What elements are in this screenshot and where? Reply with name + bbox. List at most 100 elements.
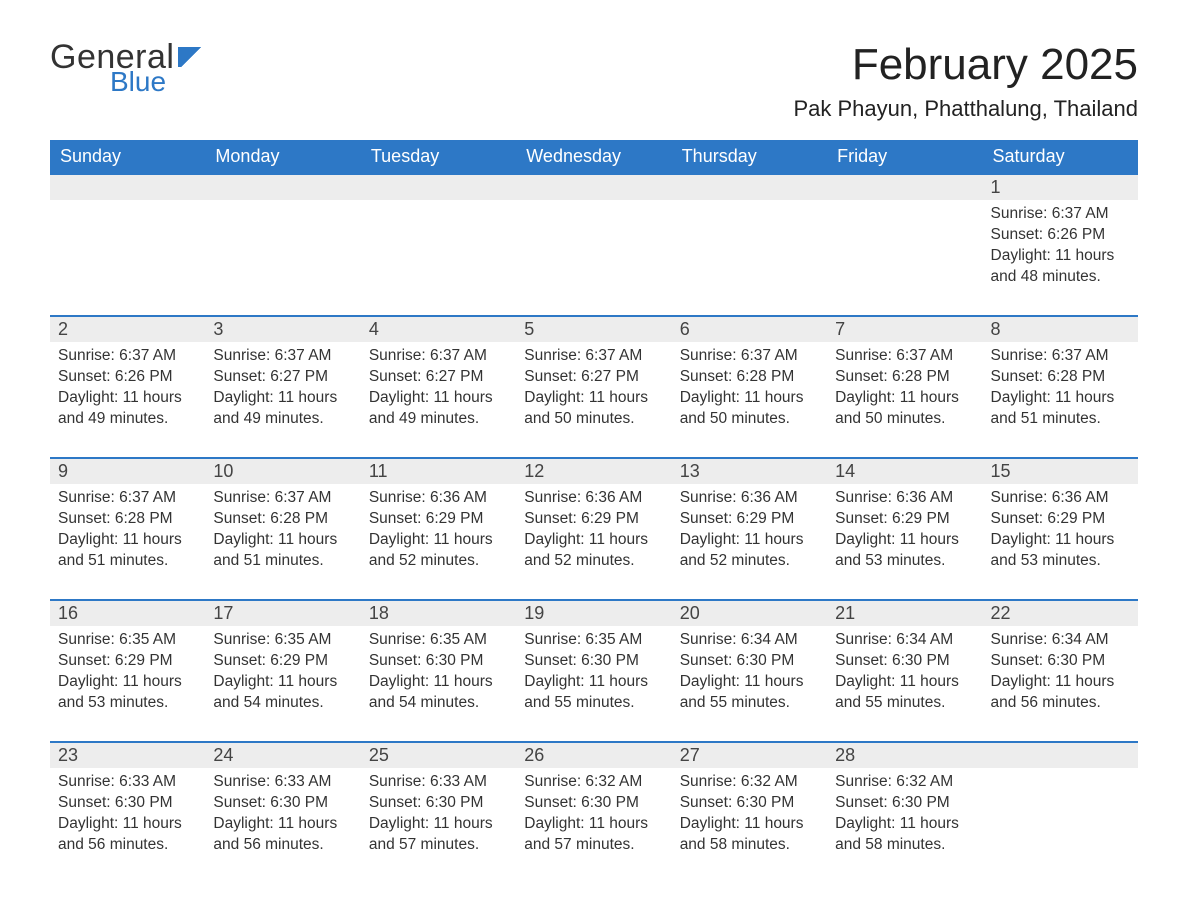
sunset-line: Sunset: 6:28 PM xyxy=(680,367,819,388)
day-number-empty xyxy=(205,175,360,200)
day-cell: 11Sunrise: 6:36 AMSunset: 6:29 PMDayligh… xyxy=(361,458,516,600)
sunset-line: Sunset: 6:28 PM xyxy=(213,509,352,530)
daylight-line: Daylight: 11 hours and 51 minutes. xyxy=(991,388,1130,430)
sunset-line: Sunset: 6:30 PM xyxy=(991,651,1130,672)
day-number: 7 xyxy=(827,317,982,342)
day-cell: 26Sunrise: 6:32 AMSunset: 6:30 PMDayligh… xyxy=(516,742,671,884)
day-cell: 15Sunrise: 6:36 AMSunset: 6:29 PMDayligh… xyxy=(983,458,1138,600)
column-header: Monday xyxy=(205,140,360,174)
daylight-line: Daylight: 11 hours and 58 minutes. xyxy=(835,814,974,856)
day-content: Sunrise: 6:35 AMSunset: 6:29 PMDaylight:… xyxy=(50,626,205,722)
sunset-line: Sunset: 6:29 PM xyxy=(369,509,508,530)
sunrise-line: Sunrise: 6:35 AM xyxy=(58,630,197,651)
column-header: Tuesday xyxy=(361,140,516,174)
day-cell: 23Sunrise: 6:33 AMSunset: 6:30 PMDayligh… xyxy=(50,742,205,884)
day-cell: 20Sunrise: 6:34 AMSunset: 6:30 PMDayligh… xyxy=(672,600,827,742)
day-cell: 17Sunrise: 6:35 AMSunset: 6:29 PMDayligh… xyxy=(205,600,360,742)
day-content: Sunrise: 6:36 AMSunset: 6:29 PMDaylight:… xyxy=(516,484,671,580)
day-number: 11 xyxy=(361,459,516,484)
day-number: 1 xyxy=(983,175,1138,200)
sunrise-line: Sunrise: 6:37 AM xyxy=(213,346,352,367)
daylight-line: Daylight: 11 hours and 58 minutes. xyxy=(680,814,819,856)
day-cell: 22Sunrise: 6:34 AMSunset: 6:30 PMDayligh… xyxy=(983,600,1138,742)
day-number: 9 xyxy=(50,459,205,484)
day-content: Sunrise: 6:33 AMSunset: 6:30 PMDaylight:… xyxy=(50,768,205,864)
day-content: Sunrise: 6:37 AMSunset: 6:28 PMDaylight:… xyxy=(50,484,205,580)
day-cell: 1Sunrise: 6:37 AMSunset: 6:26 PMDaylight… xyxy=(983,174,1138,316)
day-number: 12 xyxy=(516,459,671,484)
column-header: Thursday xyxy=(672,140,827,174)
sunrise-line: Sunrise: 6:36 AM xyxy=(369,488,508,509)
daylight-line: Daylight: 11 hours and 51 minutes. xyxy=(58,530,197,572)
sunrise-line: Sunrise: 6:35 AM xyxy=(213,630,352,651)
sunset-line: Sunset: 6:29 PM xyxy=(991,509,1130,530)
day-cell: 3Sunrise: 6:37 AMSunset: 6:27 PMDaylight… xyxy=(205,316,360,458)
sunrise-line: Sunrise: 6:37 AM xyxy=(58,346,197,367)
day-cell: 27Sunrise: 6:32 AMSunset: 6:30 PMDayligh… xyxy=(672,742,827,884)
day-number-empty xyxy=(516,175,671,200)
day-cell xyxy=(827,174,982,316)
day-content: Sunrise: 6:32 AMSunset: 6:30 PMDaylight:… xyxy=(827,768,982,864)
sunrise-line: Sunrise: 6:35 AM xyxy=(369,630,508,651)
day-cell: 9Sunrise: 6:37 AMSunset: 6:28 PMDaylight… xyxy=(50,458,205,600)
sunset-line: Sunset: 6:28 PM xyxy=(991,367,1130,388)
daylight-line: Daylight: 11 hours and 49 minutes. xyxy=(213,388,352,430)
day-content: Sunrise: 6:35 AMSunset: 6:30 PMDaylight:… xyxy=(361,626,516,722)
day-number: 15 xyxy=(983,459,1138,484)
day-content: Sunrise: 6:37 AMSunset: 6:26 PMDaylight:… xyxy=(983,200,1138,296)
day-number: 6 xyxy=(672,317,827,342)
daylight-line: Daylight: 11 hours and 54 minutes. xyxy=(213,672,352,714)
sunset-line: Sunset: 6:30 PM xyxy=(369,651,508,672)
daylight-line: Daylight: 11 hours and 55 minutes. xyxy=(524,672,663,714)
sunrise-line: Sunrise: 6:34 AM xyxy=(835,630,974,651)
sunset-line: Sunset: 6:30 PM xyxy=(58,793,197,814)
daylight-line: Daylight: 11 hours and 48 minutes. xyxy=(991,246,1130,288)
day-content: Sunrise: 6:37 AMSunset: 6:28 PMDaylight:… xyxy=(205,484,360,580)
day-content: Sunrise: 6:34 AMSunset: 6:30 PMDaylight:… xyxy=(672,626,827,722)
sunrise-line: Sunrise: 6:33 AM xyxy=(213,772,352,793)
day-number: 17 xyxy=(205,601,360,626)
day-number-empty xyxy=(50,175,205,200)
sunset-line: Sunset: 6:28 PM xyxy=(58,509,197,530)
day-content: Sunrise: 6:37 AMSunset: 6:28 PMDaylight:… xyxy=(672,342,827,438)
day-cell: 7Sunrise: 6:37 AMSunset: 6:28 PMDaylight… xyxy=(827,316,982,458)
day-number-empty xyxy=(672,175,827,200)
day-number: 3 xyxy=(205,317,360,342)
day-content: Sunrise: 6:34 AMSunset: 6:30 PMDaylight:… xyxy=(827,626,982,722)
day-cell: 8Sunrise: 6:37 AMSunset: 6:28 PMDaylight… xyxy=(983,316,1138,458)
day-content: Sunrise: 6:35 AMSunset: 6:30 PMDaylight:… xyxy=(516,626,671,722)
brand-flag-icon xyxy=(178,47,204,67)
day-number: 10 xyxy=(205,459,360,484)
week-row: 1Sunrise: 6:37 AMSunset: 6:26 PMDaylight… xyxy=(50,174,1138,316)
sunrise-line: Sunrise: 6:37 AM xyxy=(524,346,663,367)
day-cell xyxy=(205,174,360,316)
sunset-line: Sunset: 6:30 PM xyxy=(524,793,663,814)
day-number: 16 xyxy=(50,601,205,626)
day-content: Sunrise: 6:37 AMSunset: 6:27 PMDaylight:… xyxy=(516,342,671,438)
sunrise-line: Sunrise: 6:32 AM xyxy=(835,772,974,793)
day-number: 21 xyxy=(827,601,982,626)
day-number: 4 xyxy=(361,317,516,342)
sunset-line: Sunset: 6:26 PM xyxy=(991,225,1130,246)
daylight-line: Daylight: 11 hours and 52 minutes. xyxy=(524,530,663,572)
day-number: 25 xyxy=(361,743,516,768)
day-content: Sunrise: 6:36 AMSunset: 6:29 PMDaylight:… xyxy=(361,484,516,580)
sunset-line: Sunset: 6:30 PM xyxy=(213,793,352,814)
week-row: 9Sunrise: 6:37 AMSunset: 6:28 PMDaylight… xyxy=(50,458,1138,600)
daylight-line: Daylight: 11 hours and 57 minutes. xyxy=(369,814,508,856)
sunrise-line: Sunrise: 6:32 AM xyxy=(680,772,819,793)
sunset-line: Sunset: 6:30 PM xyxy=(680,651,819,672)
sunrise-line: Sunrise: 6:34 AM xyxy=(991,630,1130,651)
sunrise-line: Sunrise: 6:37 AM xyxy=(991,346,1130,367)
sunset-line: Sunset: 6:30 PM xyxy=(680,793,819,814)
column-header: Friday xyxy=(827,140,982,174)
day-cell xyxy=(516,174,671,316)
sunrise-line: Sunrise: 6:36 AM xyxy=(835,488,974,509)
day-number: 14 xyxy=(827,459,982,484)
day-cell: 5Sunrise: 6:37 AMSunset: 6:27 PMDaylight… xyxy=(516,316,671,458)
week-row: 23Sunrise: 6:33 AMSunset: 6:30 PMDayligh… xyxy=(50,742,1138,884)
daylight-line: Daylight: 11 hours and 55 minutes. xyxy=(835,672,974,714)
day-content: Sunrise: 6:37 AMSunset: 6:27 PMDaylight:… xyxy=(205,342,360,438)
daylight-line: Daylight: 11 hours and 53 minutes. xyxy=(991,530,1130,572)
daylight-line: Daylight: 11 hours and 52 minutes. xyxy=(680,530,819,572)
